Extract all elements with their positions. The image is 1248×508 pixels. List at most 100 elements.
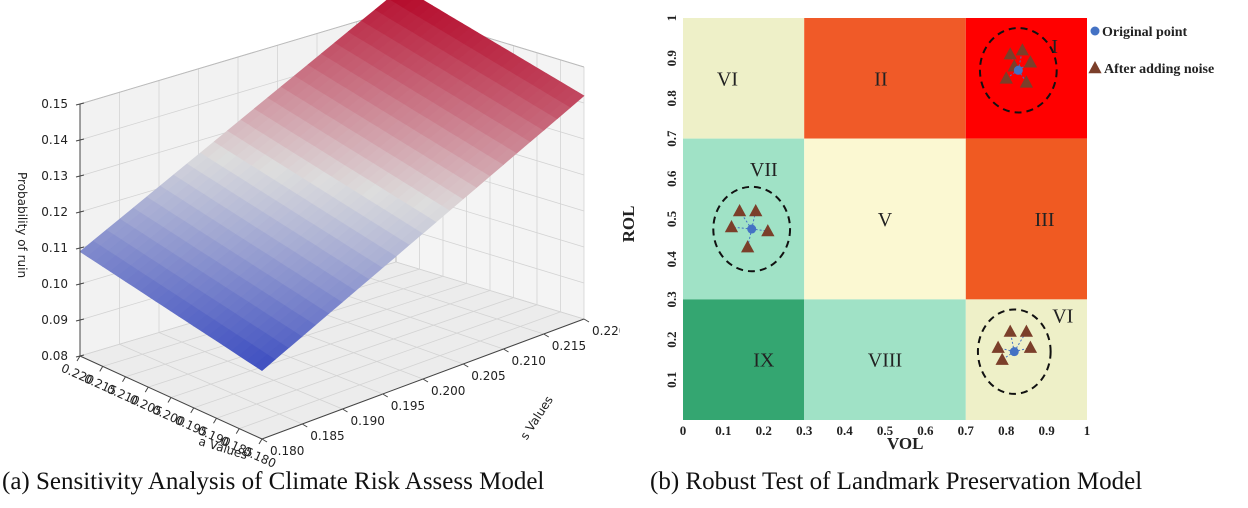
region-cell [683, 299, 805, 420]
surface-patch [390, 0, 401, 4]
s-tick-label: 0.190 [351, 414, 385, 428]
region-label: IX [753, 350, 775, 372]
x-tick-label: 0.3 [796, 423, 813, 438]
z-tick [75, 246, 85, 250]
s-tick [342, 408, 348, 413]
y-tick-label: 0.3 [664, 291, 679, 308]
legend-noise-label: After adding noise [1104, 62, 1214, 77]
s-tick-label: 0.215 [552, 339, 586, 353]
y-tick-label: 0.9 [664, 50, 679, 67]
z-tick-label: 0.10 [41, 277, 68, 291]
noise-point [1019, 75, 1033, 88]
z-tick-label: 0.08 [41, 349, 68, 363]
region-cell [804, 138, 966, 300]
noise-point [761, 224, 775, 237]
region-cell [965, 299, 1087, 420]
original-point [747, 224, 757, 234]
s-floor-gridline [395, 261, 585, 320]
s-tick-label: 0.220 [592, 324, 620, 338]
z-tick-label: 0.15 [41, 97, 68, 111]
x-tick-label: 0.2 [756, 423, 772, 438]
legend-original-label: Original point [1102, 25, 1188, 40]
s-tick [301, 423, 308, 428]
z-tick [75, 210, 85, 214]
y-tick-label: 0.1 [664, 372, 679, 388]
y-tick-label: 0.5 [664, 210, 679, 227]
noise-point [1003, 47, 1017, 60]
legend-original-marker [1090, 26, 1100, 36]
region-label: II [874, 68, 887, 90]
z-tick [75, 102, 85, 106]
a-tick [76, 355, 81, 362]
s-tick-label: 0.200 [431, 384, 465, 398]
a-tick [213, 417, 217, 424]
z-tick-label: 0.09 [41, 313, 68, 327]
caption-b: (b) Robust Test of Landmark Preservation… [650, 468, 1143, 495]
y-tick-label: 0.2 [664, 331, 679, 347]
legend: Original point After adding noise [1088, 25, 1214, 77]
original-point [1013, 65, 1023, 75]
noise-point [749, 204, 763, 217]
z-tick-label: 0.12 [41, 205, 68, 219]
region-label: III [1035, 209, 1055, 231]
surface-chart: 0.08 0.09 0.10 0.11 0.12 0.13 0.14 0.15 0.220 0.2… [15, 0, 626, 471]
s-tick-label: 0.180 [270, 444, 304, 458]
z-tick-label: 0.11 [41, 241, 68, 255]
x-tick-label: 0.7 [958, 423, 975, 438]
x-axis-label: VOL [887, 434, 924, 453]
cluster-circle [712, 185, 792, 273]
caption-a: (a) Sensitivity Analysis of Climate Risk… [2, 468, 545, 495]
region-cell [965, 138, 1087, 300]
a-tick [144, 386, 149, 393]
y-tick-label: 0.8 [664, 90, 679, 107]
axis-ticks: 0 0.1 0.2 0.3 0.4 0.5 0.6 0.7 0.8 0.9 1 0.1 0.2 0.3 0.… [664, 15, 1090, 438]
s-floor-gridline [356, 273, 544, 335]
axis-ticks: 0.08 0.09 0.10 0.11 0.12 0.13 0.14 0.15 0.220 0.2… [41, 97, 626, 471]
s-floor-gridline [119, 343, 303, 425]
surface-patch [562, 90, 585, 108]
s-tick-label: 0.205 [471, 369, 505, 383]
region-label: V [878, 209, 893, 231]
noise-point [1019, 324, 1033, 337]
region-label: VI [1052, 305, 1073, 327]
z-axis-label: Probability of ruin [15, 172, 29, 278]
y-tick-label: 0.4 [664, 251, 679, 268]
noise-point [1023, 55, 1038, 68]
s-floor-gridline [158, 332, 343, 410]
a-tick [99, 366, 104, 372]
x-tick-label: 0.4 [836, 423, 853, 438]
y-axis-label: ROL [620, 206, 638, 243]
region-cell [804, 299, 966, 420]
clusters [712, 27, 1058, 395]
noise-point [724, 220, 739, 233]
noise-point [995, 352, 1009, 365]
s-tick [462, 363, 469, 368]
noise-point [999, 71, 1013, 84]
z-tick-label: 0.14 [41, 133, 68, 147]
surface-chart-panel: 0.08 0.09 0.10 0.11 0.12 0.13 0.14 0.15 0.220 0.2… [0, 0, 626, 508]
noise-point [991, 340, 1005, 353]
region-cell [804, 18, 966, 139]
x-tick-label: 1 [1084, 423, 1091, 438]
noise-point [732, 204, 747, 217]
a-tick [235, 428, 240, 434]
s-tick [503, 348, 509, 353]
a-tick [258, 438, 263, 445]
noise-link [751, 210, 757, 230]
x-tick-label: 0.8 [998, 423, 1015, 438]
x-tick-label: 0.5 [877, 423, 894, 438]
z-tick-label: 0.13 [41, 169, 68, 183]
a-tick [167, 397, 172, 403]
region-cell [683, 138, 805, 300]
z-tick [75, 318, 85, 322]
x-tick-label: 0 [680, 423, 687, 438]
s-axis-label: s Values [517, 393, 556, 442]
a-tick [190, 407, 195, 414]
region-label: VII [750, 159, 778, 181]
s-tick [422, 378, 429, 383]
x-tick-label: 0.9 [1038, 423, 1055, 438]
noise-point [741, 240, 755, 253]
noise-point [1023, 340, 1038, 353]
